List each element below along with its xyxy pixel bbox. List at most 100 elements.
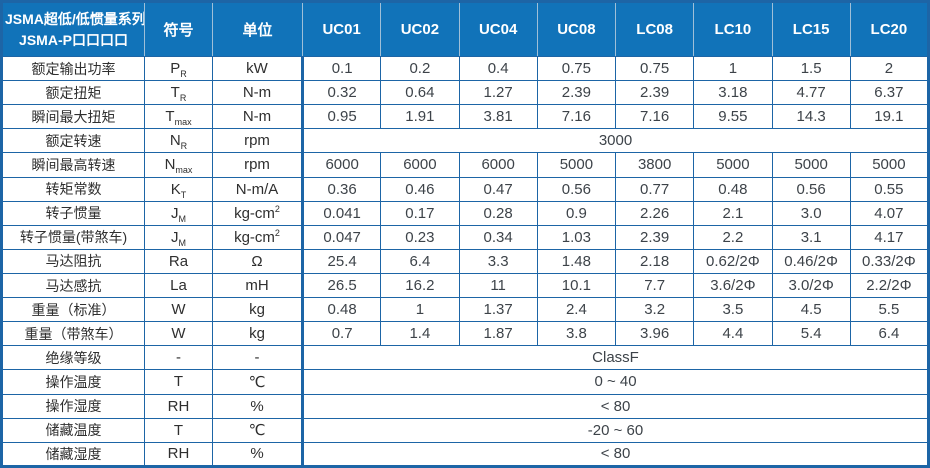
value-cell: 3.2 <box>614 297 695 323</box>
row-unit: kg-cm2 <box>212 200 303 226</box>
row-label: 额定输出功率 <box>1 55 145 82</box>
row-symbol: JM <box>144 224 213 250</box>
unit-superscript: 2 <box>274 203 280 214</box>
row-label: 额定转速 <box>1 128 145 154</box>
unit-text: % <box>250 397 264 415</box>
row-unit: kg <box>212 321 303 347</box>
value-cell: 0.46 <box>380 176 460 202</box>
row-unit: N-m <box>212 80 303 106</box>
row-unit: N-m <box>212 104 303 130</box>
value-cell: 2.39 <box>614 80 695 106</box>
value-cell: 5.4 <box>771 321 851 347</box>
spec-row: 额定输出功率 PR kW 0.1 0.2 0.4 0.75 0.75 1 1.5 2 <box>1 55 930 82</box>
spec-row: 操作温度 T ℃ 0 ~ 40 <box>1 369 929 395</box>
row-label: 转子惯量(带煞车) <box>1 224 145 250</box>
value-cell: 4.5 <box>771 297 851 323</box>
value-cell: 6000 <box>380 152 460 178</box>
spec-row: 操作湿度 RH% < 80 <box>1 393 929 419</box>
value-cell: 3.5 <box>693 297 773 323</box>
symbol-subscript: T <box>180 189 187 200</box>
row-unit: kg <box>212 297 303 323</box>
value-cell: 6.4 <box>849 321 930 347</box>
row-unit: % <box>212 393 303 419</box>
value-cell: 3.0 <box>771 200 851 226</box>
value-cell: 0.36 <box>300 176 382 202</box>
spec-row: 瞬间最高转速 Nmax rpm 6000 6000 6000 5000 3800 5000 500… <box>1 152 930 178</box>
value-cell: 3800 <box>614 152 695 178</box>
value-cell: 0.55 <box>849 176 930 202</box>
unit-text: N-m/A <box>235 180 279 198</box>
row-symbol: T <box>144 369 213 395</box>
value-cell: 6.4 <box>380 248 460 274</box>
row-label: 马达感抗 <box>1 272 145 299</box>
value-cell: 3.18 <box>693 80 773 106</box>
value-cell: 3.81 <box>458 104 538 130</box>
value-cell: 5.5 <box>849 297 930 323</box>
spec-row: 马达感抗 La mH 26.5 16.2 11 10.1 7.7 3.6/2Φ 3.0/2Φ 2.2… <box>1 272 930 299</box>
value-cell: 2.2 <box>693 224 773 250</box>
value-cell: 1 <box>380 297 460 323</box>
value-cell: 7.16 <box>536 104 617 130</box>
unit-text: kW <box>246 60 268 78</box>
value-cell: 1.4 <box>380 321 460 347</box>
symbol-base: P <box>170 60 181 78</box>
spec-table-body: 额定输出功率 PR kW 0.1 0.2 0.4 0.75 0.75 1 1.5 2 额定扭矩 TR N-… <box>1 55 930 468</box>
value-cell: 5000 <box>536 152 617 178</box>
symbol-base: J <box>171 204 179 222</box>
row-label: 重量（带煞车） <box>1 321 145 347</box>
value-cell: 10.1 <box>536 272 617 299</box>
symbol-subscript: M <box>178 213 187 224</box>
row-unit: mH <box>212 272 303 299</box>
value-cell: 0.48 <box>300 297 382 323</box>
row-unit: rpm <box>212 128 303 154</box>
row-unit: - <box>212 345 303 371</box>
value-cell: 5000 <box>771 152 851 178</box>
unit-text: - <box>254 349 260 367</box>
value-cell: 7.7 <box>614 272 695 299</box>
spec-row: 额定转速 NR rpm 3000 <box>1 128 929 154</box>
value-cell: 0.9 <box>536 200 617 226</box>
value-cell: 2.26 <box>614 200 695 226</box>
symbol-base: N <box>164 156 176 174</box>
symbol-subscript: R <box>179 93 187 104</box>
value-cell: 19.1 <box>849 104 930 130</box>
row-symbol: La <box>144 272 213 299</box>
value-cell: 0.33/2Φ <box>849 248 930 274</box>
value-cell: 25.4 <box>300 248 382 274</box>
unit-text: % <box>250 445 264 463</box>
value-cell: 0.7 <box>300 321 382 347</box>
model-column-header-lc15: LC15 <box>771 1 851 57</box>
value-cell: 4.77 <box>771 80 851 106</box>
symbol-base: N <box>169 132 181 150</box>
value-cell: 11 <box>458 272 538 299</box>
spec-row: 转子惯量(带煞车) JM kg-cm2 0.047 0.23 0.34 1.03 2.39 2.… <box>1 224 930 250</box>
row-unit: % <box>212 441 303 468</box>
value-cell: 3.96 <box>614 321 695 347</box>
symbol-base: RH <box>167 397 190 415</box>
merged-value-cell: 3000 <box>301 128 929 154</box>
symbol-base: J <box>171 228 179 246</box>
value-cell: 1.27 <box>458 80 538 106</box>
value-cell: 4.4 <box>693 321 773 347</box>
value-cell: 1.87 <box>458 321 538 347</box>
row-symbol: JM <box>144 200 213 226</box>
value-cell: 3.0/2Φ <box>771 272 851 299</box>
value-cell: 0.041 <box>300 200 382 226</box>
row-symbol: KT <box>144 176 213 202</box>
row-symbol: NR <box>144 128 213 154</box>
symbol-base: W <box>171 301 186 319</box>
value-cell: 0.77 <box>614 176 695 202</box>
header-row: JSMA超低/低惯量系列 JSMA-P口口口口 符号 单位 UC01 UC02 UC… <box>1 1 930 57</box>
value-cell: 2.18 <box>614 248 695 274</box>
unit-text: kg-cm <box>234 204 275 222</box>
row-unit: ℃ <box>212 369 303 395</box>
merged-value-cell: ClassF <box>301 345 929 371</box>
value-cell: 2.1 <box>693 200 773 226</box>
value-cell: 0.32 <box>300 80 382 106</box>
spec-row: 转子惯量 JM kg-cm2 0.041 0.17 0.28 0.9 2.26 2.1 3.0 4.… <box>1 200 930 226</box>
unit-text: N-m <box>242 108 272 126</box>
value-cell: 0.48 <box>693 176 773 202</box>
spec-row: 储藏湿度 RH% < 80 <box>1 441 929 468</box>
